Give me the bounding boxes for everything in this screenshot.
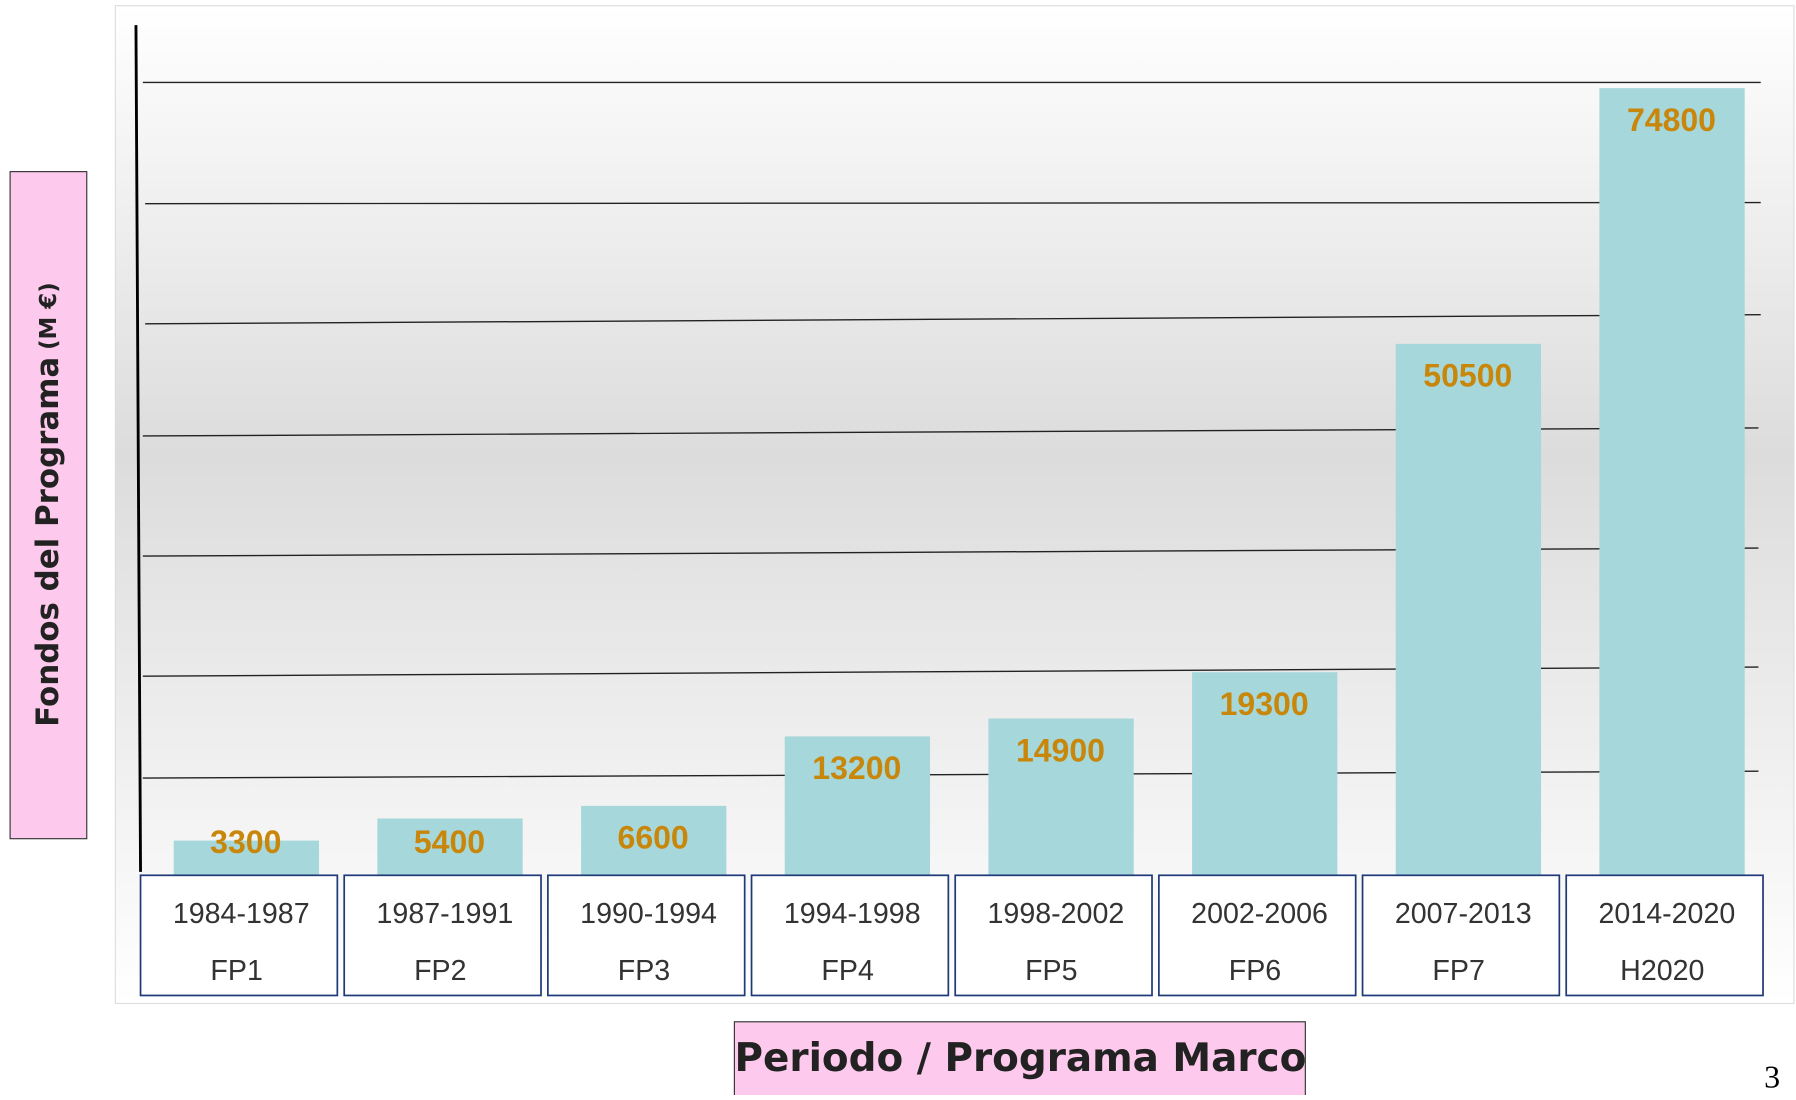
x-tick-label: 2007-2013 [1395, 898, 1532, 930]
program-label: FP2 [414, 955, 466, 987]
y-axis-title: Fondos del Programa (M €) [30, 282, 66, 727]
x-tick-label: 1990-1994 [580, 898, 717, 930]
data-label: 5400 [414, 824, 485, 860]
x-tick-label: 1987-1991 [377, 898, 514, 930]
category-box [547, 874, 746, 997]
program-label: FP1 [210, 955, 262, 987]
program-label: H2020 [1620, 955, 1704, 987]
x-tick-label: 2002-2006 [1191, 898, 1328, 930]
program-label: FP3 [618, 955, 670, 987]
grid-line [145, 313, 1761, 325]
data-label: 74800 [1627, 102, 1716, 138]
y-unit: (M €) [36, 282, 62, 350]
bar [1395, 343, 1542, 876]
category-box [1361, 874, 1561, 997]
bar [988, 718, 1134, 876]
data-label: 6600 [618, 820, 689, 856]
plot-area [114, 5, 1795, 1005]
x-tick-label: 1998-2002 [988, 898, 1125, 930]
program-label: FP6 [1229, 955, 1281, 987]
category-box [750, 874, 950, 997]
bar [581, 805, 727, 876]
grid-line [145, 201, 1761, 205]
data-label: 19300 [1220, 686, 1309, 722]
y-axis [134, 25, 142, 872]
data-label: 14900 [1016, 732, 1105, 768]
data-label: 50500 [1423, 358, 1512, 394]
page-number: 3 [1764, 1058, 1780, 1094]
category-box [139, 874, 339, 997]
program-label: FP7 [1432, 955, 1484, 987]
category-box [1158, 874, 1357, 997]
x-label-box [733, 1021, 1306, 1100]
y-label: Fondos del Programa [30, 357, 66, 727]
x-axis-title: Periodo / Programa Marco [735, 1036, 1307, 1081]
category-box [343, 874, 542, 997]
data-label: 13200 [812, 750, 901, 786]
x-tick-label: 2014-2020 [1599, 898, 1736, 930]
bar [173, 840, 320, 876]
category-box [954, 874, 1153, 997]
category-box [1565, 874, 1764, 997]
bar [1599, 88, 1745, 876]
bar [1192, 672, 1338, 876]
bar [377, 818, 523, 876]
program-label: FP4 [821, 955, 874, 987]
grid [142, 81, 1761, 779]
y-label-box [9, 171, 88, 840]
x-tick-label: 1984-1987 [173, 898, 310, 930]
x-tick-label: 1994-1998 [784, 898, 921, 930]
bar [784, 736, 931, 876]
program-label: FP5 [1025, 955, 1077, 987]
data-label: 3300 [210, 824, 281, 860]
